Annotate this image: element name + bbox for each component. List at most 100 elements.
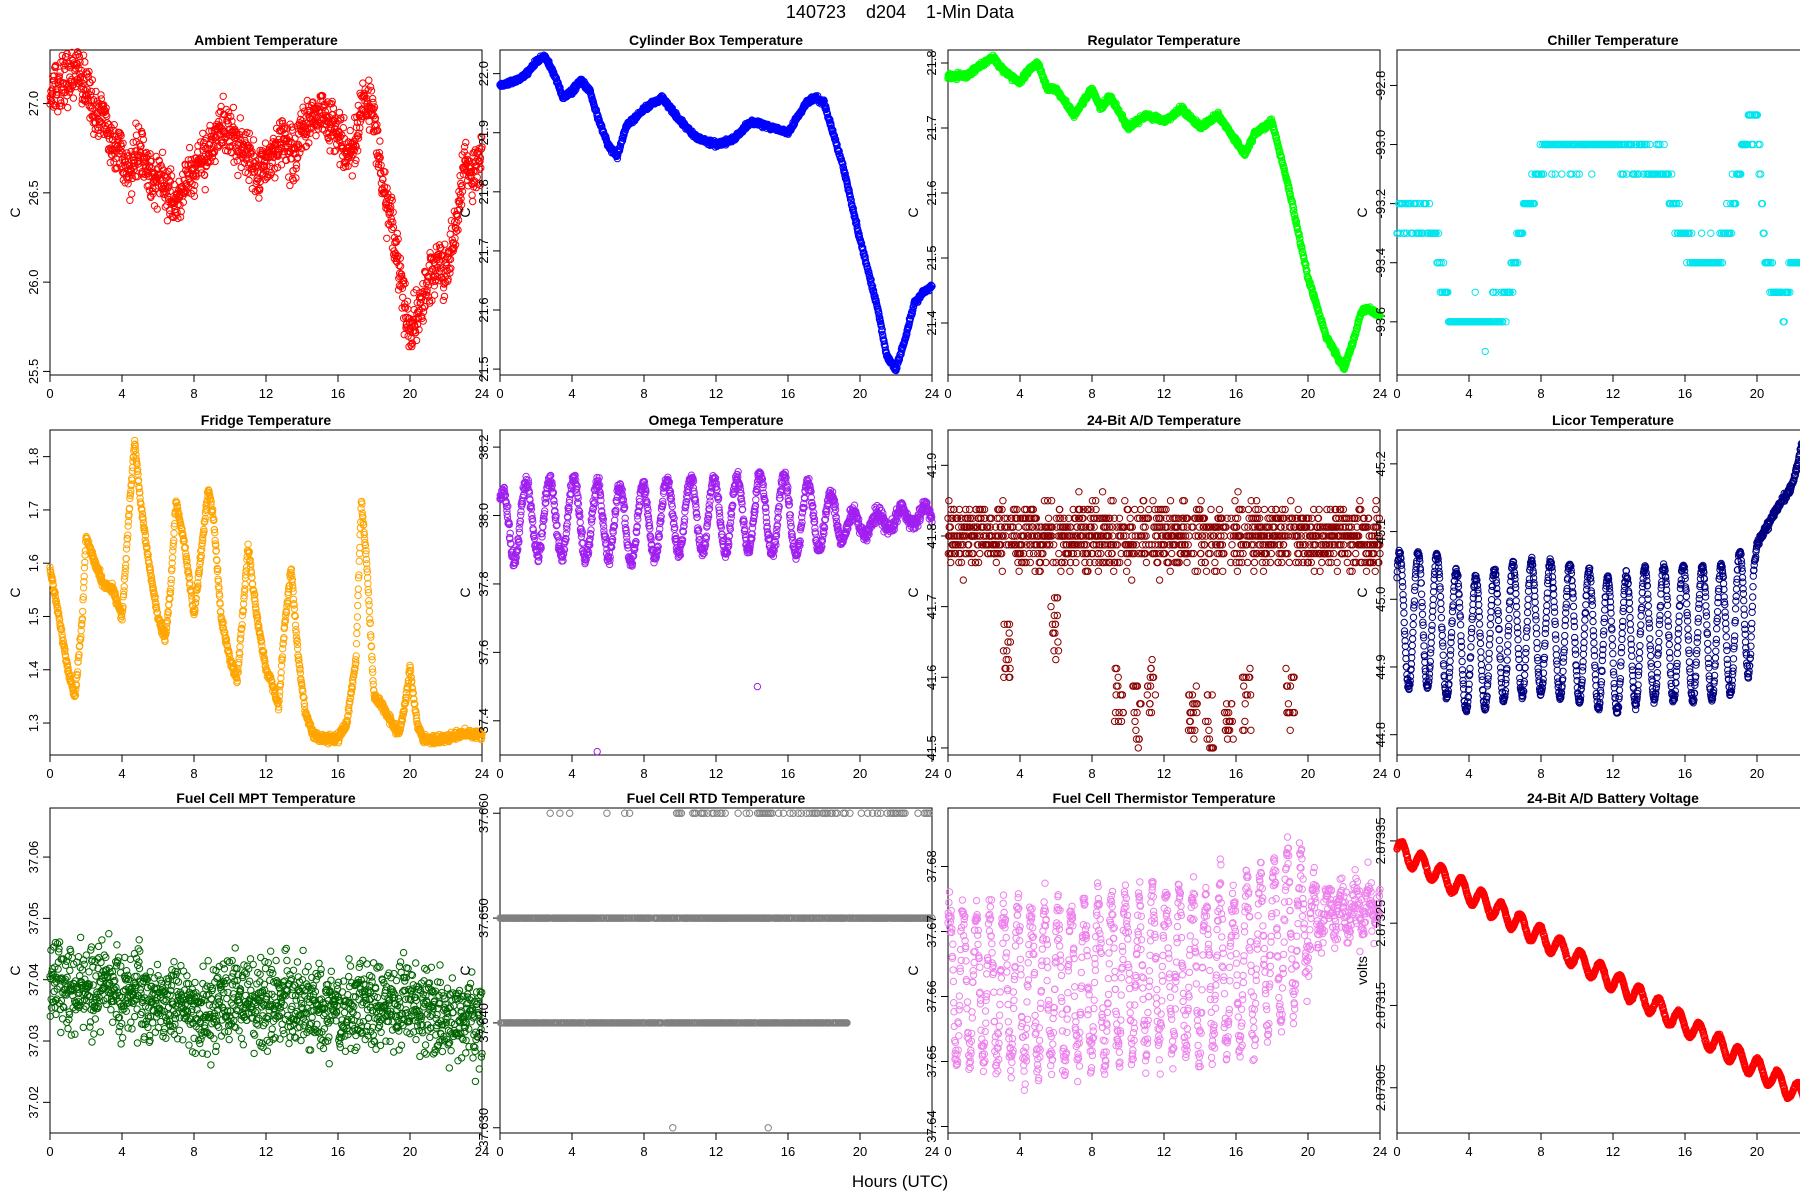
y-tick-label: 22.0: [476, 61, 491, 86]
data-point: [259, 161, 267, 170]
data-point: [277, 161, 286, 169]
data-point: [224, 108, 233, 117]
data-point: [236, 114, 245, 122]
data-point: [306, 119, 314, 128]
data-point: [159, 166, 168, 174]
data-point: [110, 121, 118, 129]
data-point: [224, 112, 232, 121]
x-tick-label: 4: [118, 386, 125, 401]
data-point: [462, 138, 470, 147]
data-point: [167, 165, 175, 173]
data-point: [312, 132, 320, 140]
data-point: [292, 174, 300, 182]
data-point: [184, 156, 193, 164]
data-point: [153, 205, 161, 213]
data-point: [55, 72, 63, 80]
data-point: [138, 130, 147, 138]
data-point: [77, 66, 86, 75]
data-point: [75, 52, 84, 61]
data-point: [48, 90, 57, 98]
x-tick-label: 24: [475, 766, 489, 781]
data-point: [106, 158, 115, 167]
data-point: [285, 133, 293, 141]
data-point: [192, 173, 200, 181]
x-tick-label: 24: [475, 386, 489, 401]
data-point: [112, 164, 121, 173]
data-point: [146, 150, 154, 158]
data-point: [288, 123, 296, 131]
data-point: [185, 143, 194, 152]
data-point: [88, 76, 97, 84]
data-point: [103, 119, 112, 127]
data-point: [92, 87, 100, 96]
y-tick-label: 27.0: [26, 91, 41, 116]
data-point: [297, 144, 306, 153]
x-tick-label: 0: [496, 386, 503, 401]
data-point: [294, 153, 302, 162]
panel-title: Ambient Temperature: [194, 32, 338, 48]
data-point: [97, 91, 105, 99]
x-tick-label: 12: [259, 386, 273, 401]
data-point: [96, 130, 104, 138]
data-point: [280, 124, 289, 132]
data-point: [256, 177, 265, 186]
x-tick-label: 16: [781, 386, 795, 401]
x-tick-label: 0: [46, 766, 53, 781]
panel-title: Cylinder Box Temperature: [629, 32, 803, 48]
x-tick-label: 24: [925, 386, 939, 401]
x-tick-label: 12: [259, 766, 273, 781]
data-point: [117, 132, 125, 140]
x-tick-label: 8: [1088, 386, 1095, 401]
x-tick-label: 4: [118, 766, 125, 781]
data-point: [440, 292, 449, 301]
x-tick-label: 16: [331, 386, 345, 401]
y-tick-label: 21.7: [924, 115, 939, 140]
panel-4: Chiller Temperature04812162024-93.6-93.4…: [1354, 32, 1800, 401]
panel-title: Regulator Temperature: [1088, 32, 1241, 48]
data-point: [101, 107, 110, 115]
data-point: [52, 61, 60, 70]
data-point: [144, 151, 152, 159]
data-point: [261, 139, 270, 147]
y-tick-label: 21.7: [476, 238, 491, 263]
x-tick-label: 12: [1157, 386, 1171, 401]
data-point: [263, 162, 271, 170]
data-point: [234, 171, 242, 180]
data-point: [303, 130, 311, 139]
data-point: [162, 182, 170, 191]
x-tick-label: 24: [1373, 386, 1387, 401]
y-tick-label: 1.4: [26, 661, 41, 679]
y-tick-label: -93.4: [1373, 248, 1388, 278]
plot-frame: [947, 49, 1381, 376]
data-point: [430, 291, 439, 299]
x-tick-label: 20: [1301, 386, 1315, 401]
y-tick-label: 26.0: [26, 269, 41, 294]
x-tick-label: 4: [1016, 386, 1023, 401]
data-point: [229, 123, 237, 131]
data-point: [346, 126, 354, 135]
plot-frame: [1396, 49, 1800, 376]
data-point: [118, 148, 126, 156]
data-point: [177, 207, 185, 216]
data-point: [119, 139, 127, 148]
data-point: [211, 157, 219, 166]
data-series: [46, 48, 486, 351]
data-point: [126, 196, 134, 205]
data-point: [245, 129, 254, 138]
data-point: [255, 194, 263, 202]
x-tick-label: 12: [1606, 386, 1620, 401]
y-axis-label: C: [1354, 207, 1370, 217]
data-point: [93, 97, 101, 105]
data-point: [241, 130, 249, 139]
data-point: [64, 103, 72, 112]
x-tick-label: 12: [709, 386, 723, 401]
data-point: [130, 165, 138, 174]
x-tick-label: 20: [853, 386, 867, 401]
data-point: [299, 103, 307, 111]
y-tick-label: -93.0: [1373, 130, 1388, 160]
x-tick-label: 16: [331, 766, 345, 781]
data-point: [83, 85, 91, 94]
